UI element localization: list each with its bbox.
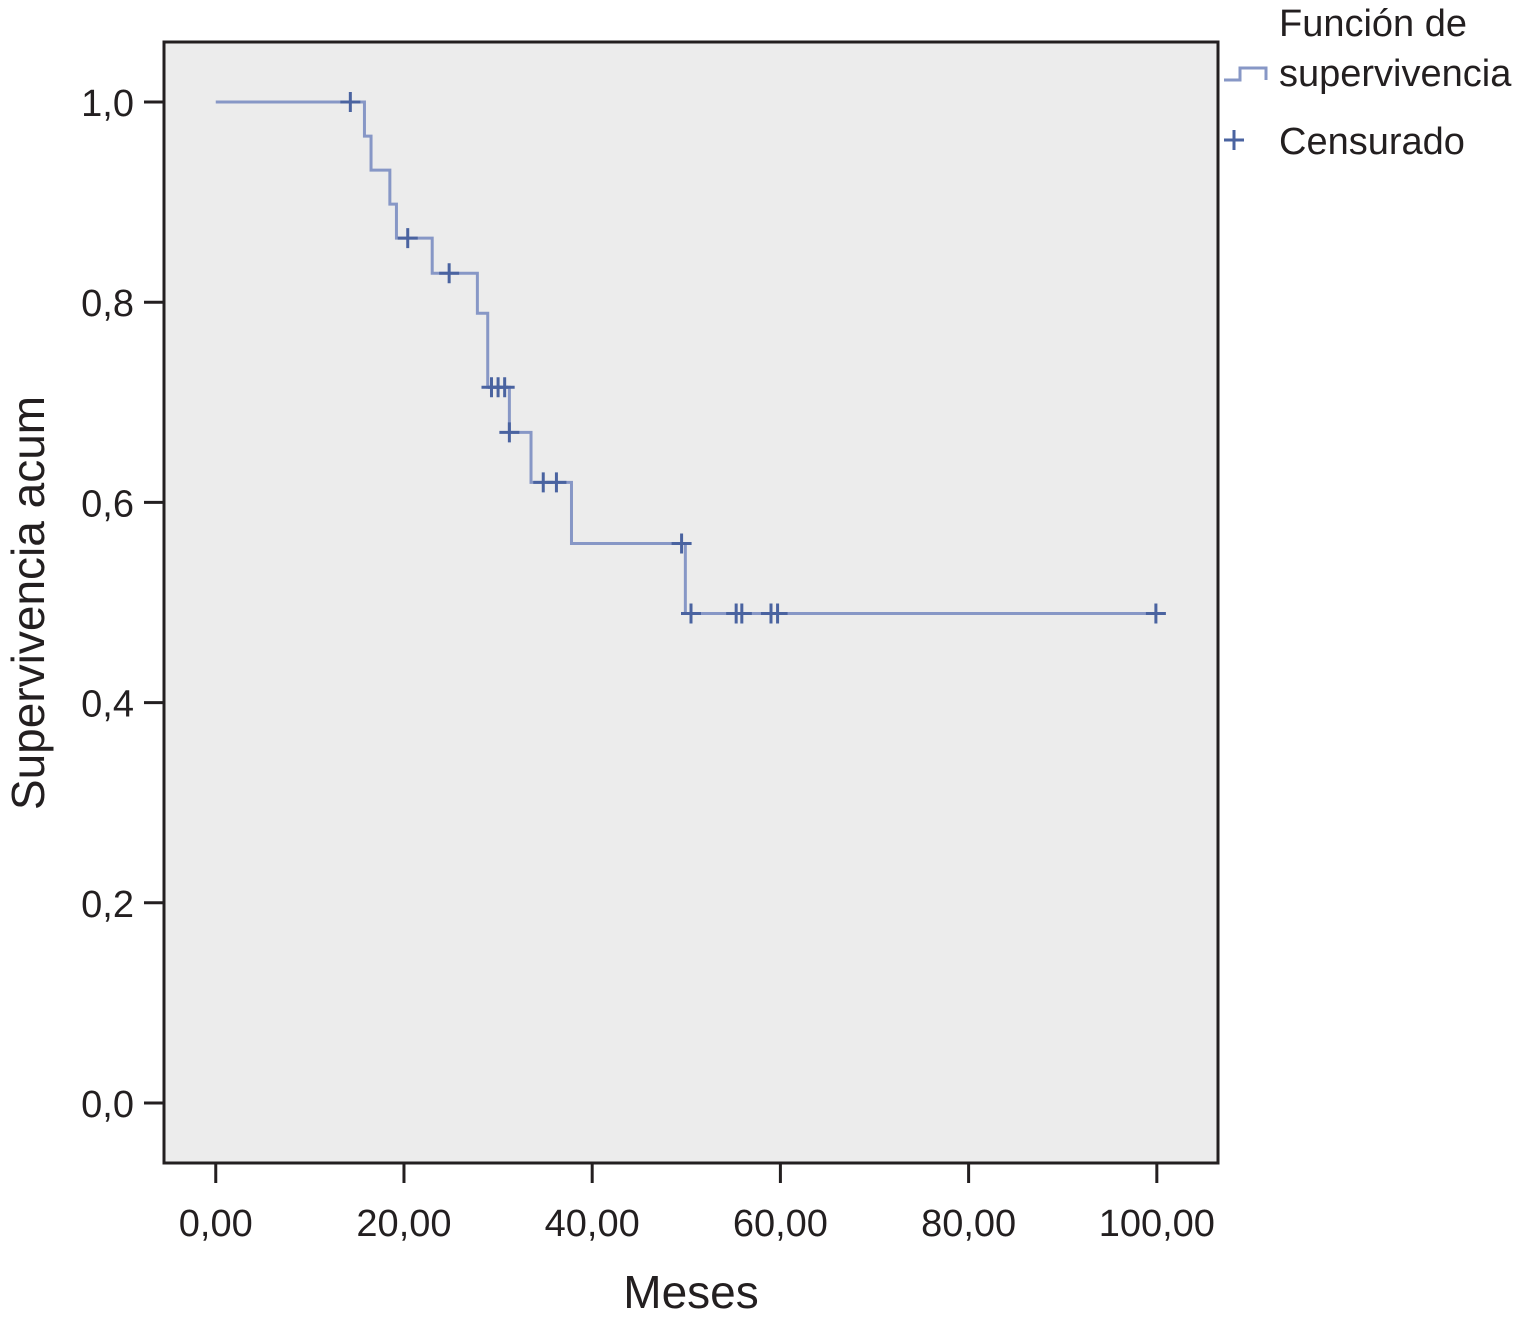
y-axis-label: Supervivencia acum bbox=[2, 396, 54, 810]
y-tick-label: 0,6 bbox=[81, 483, 134, 525]
legend-step-line-icon bbox=[1224, 66, 1268, 82]
y-tick-label: 0,8 bbox=[81, 283, 134, 325]
x-tick-label: 20,00 bbox=[356, 1203, 451, 1245]
censored-marker bbox=[731, 603, 752, 624]
y-tick-label: 0,2 bbox=[81, 884, 134, 926]
y-tick-label: 0,4 bbox=[81, 684, 134, 726]
y-tick-label: 1,0 bbox=[81, 83, 134, 125]
legend-label-function-line-1: Función de bbox=[1279, 3, 1467, 45]
censored-marker bbox=[340, 92, 361, 113]
censored-marker bbox=[546, 472, 567, 493]
legend: Función de supervivencia Censurado bbox=[1224, 3, 1512, 163]
censored-markers bbox=[340, 92, 1166, 624]
censored-marker bbox=[671, 533, 692, 554]
x-axis-label: Meses bbox=[623, 1266, 758, 1318]
censored-marker bbox=[439, 263, 460, 284]
survival-step-line bbox=[215, 100, 1157, 616]
x-tick-label: 60,00 bbox=[733, 1203, 828, 1245]
x-tick-label: 0,00 bbox=[179, 1203, 253, 1245]
x-tick-label: 100,00 bbox=[1099, 1203, 1215, 1245]
x-tick-label: 80,00 bbox=[921, 1203, 1016, 1245]
plot-area bbox=[162, 40, 1220, 1165]
y-tick-label: 0,0 bbox=[81, 1084, 134, 1126]
censored-marker bbox=[1145, 603, 1166, 624]
censored-marker bbox=[397, 228, 418, 249]
y-axis: 0,0 0,2 0,4 0,6 0,8 1,0 bbox=[81, 83, 164, 1126]
censored-marker bbox=[681, 603, 701, 624]
censored-marker bbox=[767, 603, 788, 624]
censored-marker bbox=[499, 422, 520, 443]
censored-marker bbox=[494, 377, 515, 398]
legend-label-function-line-2: supervivencia bbox=[1279, 53, 1512, 95]
legend-plus-icon bbox=[1224, 130, 1244, 150]
x-tick-label: 40,00 bbox=[545, 1203, 640, 1245]
x-axis: 0,00 20,00 40,00 60,00 80,00 100,00 bbox=[179, 1163, 1215, 1245]
legend-label-censored: Censurado bbox=[1279, 121, 1465, 163]
